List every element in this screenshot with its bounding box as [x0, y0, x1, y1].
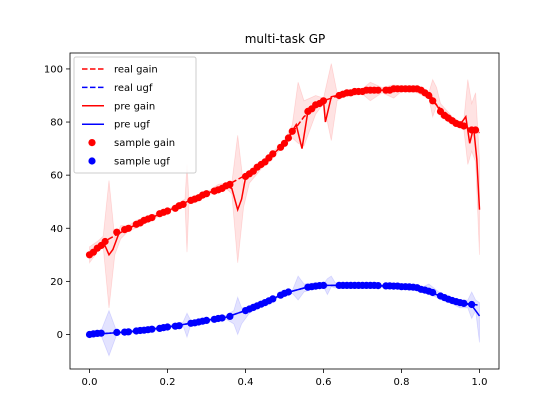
ugf-uncertainty-band [89, 275, 480, 357]
sample-gain-point [148, 214, 156, 222]
sample-ugf-point [163, 323, 172, 331]
sample-ugf-point [175, 322, 183, 330]
y-tick-label: 0 [57, 330, 63, 341]
plot-area [85, 63, 481, 357]
x-tick-label: 0.6 [316, 377, 332, 388]
x-axis: 0.0 0.2 0.4 0.6 0.8 1.0 [82, 369, 488, 388]
sample-gain-point [124, 224, 133, 232]
sample-ugf-point [113, 328, 121, 336]
legend-handle-marker [88, 139, 96, 147]
y-tick-label: 40 [50, 224, 63, 235]
y-tick-label: 100 [44, 64, 63, 75]
sample-gain-point [288, 127, 296, 135]
sample-ugf-point [374, 282, 382, 290]
y-tick-label: 80 [50, 118, 63, 129]
legend: real gain real ugf pre gain pre ugf sample g… [73, 56, 197, 174]
y-axis: 0 20 40 60 80 100 [44, 64, 70, 341]
legend-label: pre gain [114, 101, 155, 112]
sample-gain-point [460, 122, 468, 130]
sample-gain-point [429, 97, 437, 105]
sample-gain-point [374, 86, 382, 94]
sample-ugf-point [269, 295, 277, 303]
sample-gain-point [179, 200, 187, 208]
sample-gain-point [101, 237, 109, 246]
sample-ugf-point [97, 329, 105, 337]
sample-ugf-point [148, 325, 156, 333]
sample-gain-point [269, 150, 277, 158]
sample-ugf-point [319, 281, 328, 289]
chart-title: multi-task GP [245, 32, 326, 46]
axes-frame [69, 52, 500, 370]
sample-ugf-point [226, 312, 234, 320]
y-tick-label: 20 [50, 277, 63, 288]
x-tick-label: 0.2 [160, 377, 176, 388]
sample-gain-point [319, 97, 328, 105]
legend-label: pre ugf [114, 120, 150, 131]
legend-label: sample ugf [114, 157, 170, 168]
legend-box [73, 56, 197, 174]
y-tick-label: 60 [50, 171, 63, 182]
x-tick-label: 0.8 [394, 377, 410, 388]
sample-ugf-point [202, 316, 211, 324]
sample-ugf-point [468, 300, 476, 309]
legend-label: sample gain [114, 138, 175, 149]
x-tick-label: 0.0 [82, 377, 98, 388]
x-tick-label: 1.0 [472, 377, 488, 388]
legend-label: real ugf [114, 83, 153, 94]
sample-gain-point [472, 126, 480, 134]
sample-ugf-point [429, 288, 437, 297]
legend-handle-marker [88, 157, 96, 165]
sample-gain-point [163, 207, 172, 215]
x-tick-label: 0.4 [238, 377, 254, 388]
sample-ugf-point [284, 288, 292, 296]
sample-gain-point [202, 190, 211, 198]
sample-ugf-point [218, 314, 226, 322]
sample-gain-point [280, 139, 289, 147]
sample-gain-point [226, 180, 234, 188]
legend-label: real gain [114, 65, 158, 76]
sample-gain-point [425, 91, 433, 100]
sample-ugf-point [124, 328, 133, 336]
sample-gain-point [284, 134, 292, 142]
sample-ugf-point [460, 299, 468, 307]
sample-gain-point [113, 228, 121, 236]
